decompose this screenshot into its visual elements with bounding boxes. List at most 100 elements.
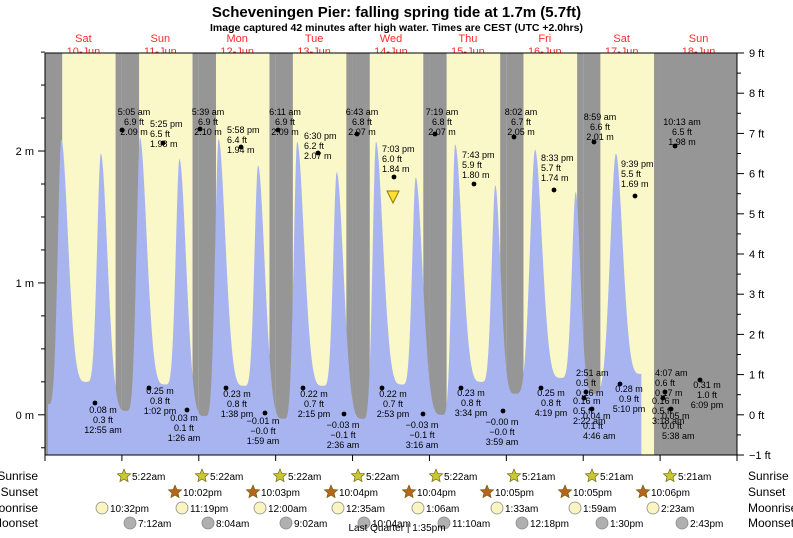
tide-label-line: 2:15 pm [298, 409, 331, 419]
tide-label-24: −0.03 m −0.1 ft 3:16 am [406, 420, 439, 450]
tide-label-line: 2.09 m [271, 127, 299, 137]
moonrise-circle-icon-1 [175, 501, 189, 515]
sunset-time-3: 10:04pm [417, 488, 456, 499]
day-of-week: Sun [150, 33, 171, 45]
extreme-dot-24 [420, 411, 426, 417]
moonset-time-3: 10:04am [372, 519, 411, 530]
tide-label-22: −0.03 m −0.1 ft 2:36 am [327, 420, 360, 450]
axis-right-label-8: 1 ft [749, 370, 764, 382]
now-marker-triangle [386, 190, 400, 205]
tide-label-line: 2.10 m [194, 127, 222, 137]
tide-label-line: 0.5 ft [652, 406, 673, 416]
tide-label-line: 3:59 am [486, 437, 519, 447]
tide-label-line: 8:33 pm [541, 153, 574, 163]
sunrise-time-6: 5:21am [600, 472, 633, 483]
extreme-dot-30 [617, 381, 623, 387]
extreme-dot-25 [500, 408, 506, 414]
tide-label-18: 0.23 m 0.8 ft 1:38 pm [221, 389, 254, 419]
moonrise-circle-icon-6 [568, 501, 582, 515]
day-of-week: Thu [458, 33, 478, 45]
tide-label-line: 0.16 m [573, 396, 601, 406]
tide-label-line: 0.8 ft [150, 396, 171, 406]
tide-label-line: 0.6 ft [655, 378, 676, 388]
tide-label-line: 0.22 m [300, 389, 328, 399]
sunrise-star-icon-6 [584, 468, 600, 483]
night-band-morning-6 [506, 53, 524, 455]
tide-label-6: 6:43 am 6.8 ft 2.07 m [346, 107, 379, 137]
night-band-evening-2 [269, 53, 276, 455]
tide-label-line: 7:43 pm [462, 150, 495, 160]
tide-label-line: 1:26 am [168, 433, 201, 443]
tide-label-line: −0.1 ft [330, 430, 356, 440]
sunrise-time-3: 5:22am [366, 472, 399, 483]
moonrise-time-7: 2:23am [661, 504, 694, 515]
tide-label-29: 0.04 m 0.1 ft 4:46 am [583, 411, 616, 441]
tide-label-line: 0.9 ft [619, 394, 640, 404]
extreme-dot-33 [668, 406, 674, 412]
tide-label-line: 0.05 m [662, 411, 690, 421]
extreme-dot-26 [538, 385, 544, 391]
tide-label-31: 4:07 am 0.6 ft 0.17 m [655, 368, 688, 398]
extreme-dot-16 [146, 385, 152, 391]
page-subtitle: Image captured 42 minutes after high wat… [210, 22, 583, 34]
moonrise-time-4: 1:06am [426, 504, 459, 515]
extreme-dot-2 [197, 126, 203, 132]
tide-label-line: 12:55 am [84, 425, 122, 435]
night-band-trailing [660, 53, 737, 455]
sunrise-star-icon-2 [272, 468, 288, 483]
page-title: Scheveningen Pier: falling spring tide a… [211, 4, 582, 21]
extreme-dot-28 [581, 395, 587, 401]
tide-label-line: 5:25 pm [150, 119, 183, 129]
extreme-dot-3 [238, 144, 244, 150]
tide-label-line: 6:11 am [269, 107, 301, 117]
sunset-star-icon-4 [479, 484, 495, 499]
sunset-time-2: 10:04pm [339, 488, 378, 499]
tide-label-line: 0.8 ft [541, 398, 562, 408]
tide-label-7: 7:03 pm 6.0 ft 1.84 m [382, 144, 415, 174]
tide-label-32: 0.16 m 0.5 ft 3:18 am [652, 396, 685, 426]
tide-label-line: 0.23 m [457, 388, 485, 398]
moonrise-time-3: 12:35am [346, 504, 385, 515]
tide-label-line: 8:02 am [505, 107, 538, 117]
tide-label-line: −0.03 m [406, 420, 439, 430]
tide-label-line: 1.0 ft [697, 390, 718, 400]
tide-label-line: 7:03 pm [382, 144, 415, 154]
tide-label-line: 6:30 pm [304, 131, 337, 141]
sunrise-time-0: 5:22am [132, 472, 165, 483]
sunset-time-4: 10:05pm [495, 488, 534, 499]
astro-event-rows: Sunrise Sunrise 5:22am 5:22am 5:22am 5:22am 5:… [0, 468, 793, 534]
tide-water-fill [47, 137, 642, 455]
day-of-week: Sun [688, 33, 709, 45]
tide-label-line: 1:02 pm [144, 406, 177, 416]
moonset-circle-icon-3 [357, 516, 371, 530]
night-band-evening-6 [577, 53, 584, 455]
tide-label-line: 0.16 m [652, 396, 680, 406]
row-label-left-moonrise: Moonrise [0, 501, 38, 515]
extreme-dot-19 [300, 385, 306, 391]
extreme-dot-23 [458, 385, 464, 391]
day-of-week: Fri [538, 33, 552, 45]
tide-label-line: 0.08 m [89, 405, 117, 415]
axis-right-label-2: 7 ft [749, 128, 764, 140]
tide-label-line: 0.5 ft [576, 378, 597, 388]
tide-label-line: 6.9 ft [275, 117, 296, 127]
tide-label-25: −0.00 m −0.0 ft 3:59 am [486, 417, 519, 447]
tide-label-line: 5:05 am [118, 107, 151, 117]
moon-phase-caption: Last Quarter | 1:35pm [348, 523, 445, 534]
night-band-morning-7 [583, 53, 601, 455]
sunrise-star-icon-5 [506, 468, 522, 483]
tide-label-line: 1.98 m [668, 137, 696, 147]
sunrise-time-7: 5:21am [678, 472, 711, 483]
night-band-morning-2 [198, 53, 216, 455]
extreme-dot-21 [379, 385, 385, 391]
tide-label-line: 6.9 ft [198, 117, 219, 127]
tide-label-line: 0.28 m [615, 384, 643, 394]
row-label-right-sunrise: Sunrise [748, 469, 789, 483]
tide-label-line: 0.04 m [583, 411, 611, 421]
tide-label-line: 0.1 ft [174, 423, 195, 433]
tide-label-line: 0.22 m [379, 389, 407, 399]
moonset-time-5: 12:18pm [530, 519, 569, 530]
tide-label-line: 5:58 pm [227, 125, 260, 135]
tide-label-21: 0.22 m 0.7 ft 2:53 pm [377, 389, 410, 419]
